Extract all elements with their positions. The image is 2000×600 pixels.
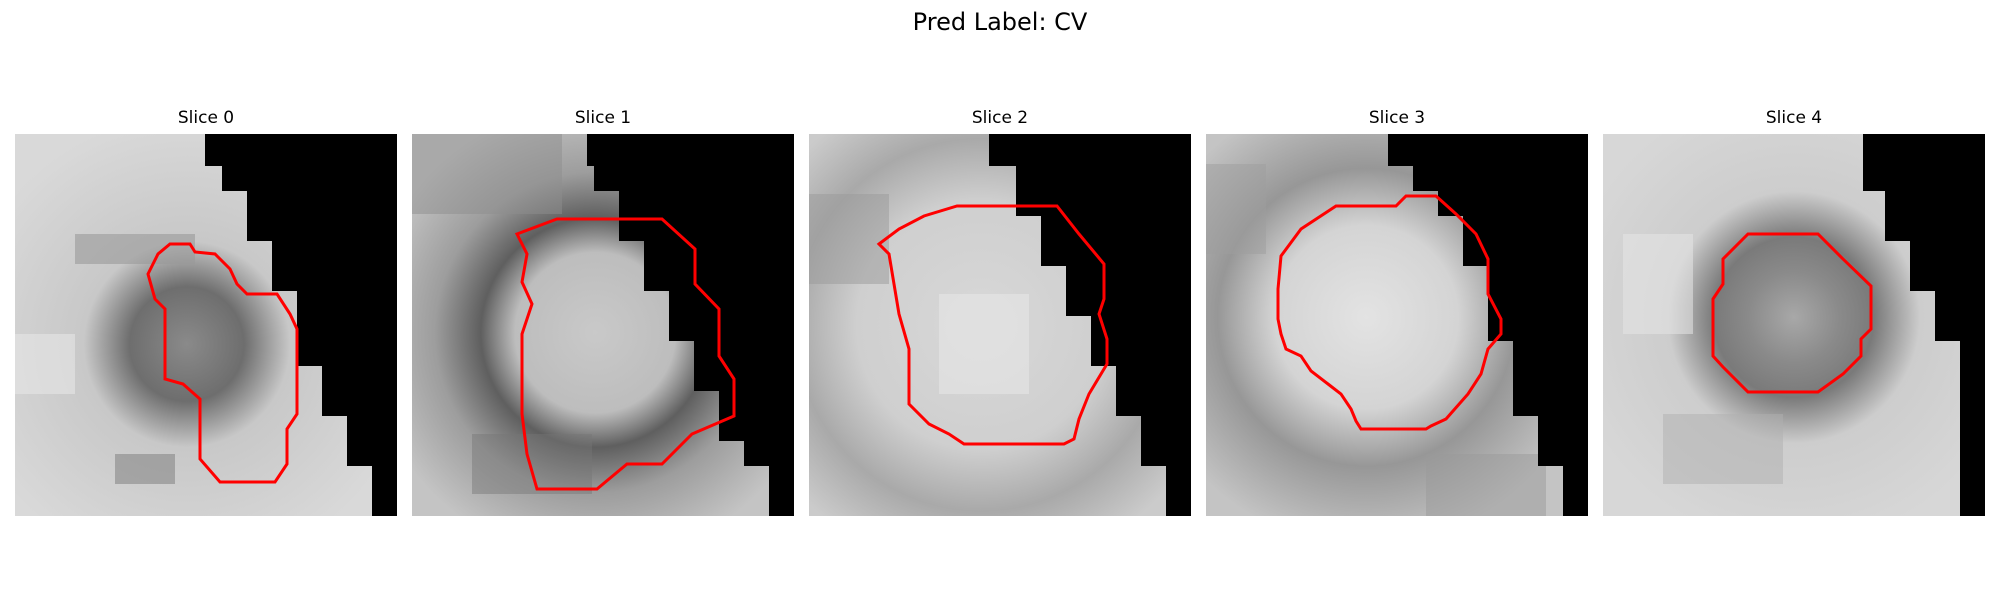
slice-4-title: Slice 4 <box>1765 108 1823 128</box>
slice-2-image <box>809 134 1191 516</box>
slice-0-title: Slice 0 <box>177 108 235 128</box>
slice-3-contour <box>1276 194 1503 431</box>
slice-1-contour <box>514 217 736 491</box>
slice-2-contour <box>876 204 1109 446</box>
slice-0-contour <box>146 242 299 484</box>
slice-1-image <box>412 134 794 516</box>
figure-title: Pred Label: CV <box>912 8 1088 36</box>
slice-2-panel <box>809 134 1191 516</box>
slice-2-title: Slice 2 <box>971 108 1029 128</box>
slice-3-title: Slice 3 <box>1368 108 1426 128</box>
slice-1-title: Slice 1 <box>574 108 632 128</box>
slice-4-image <box>1603 134 1985 516</box>
slice-0-panel <box>15 134 397 516</box>
slice-4-contour <box>1711 232 1873 394</box>
slice-0-image <box>15 134 397 516</box>
slice-4-panel <box>1603 134 1985 516</box>
slice-3-image <box>1206 134 1588 516</box>
slice-3-panel <box>1206 134 1588 516</box>
slice-1-panel <box>412 134 794 516</box>
